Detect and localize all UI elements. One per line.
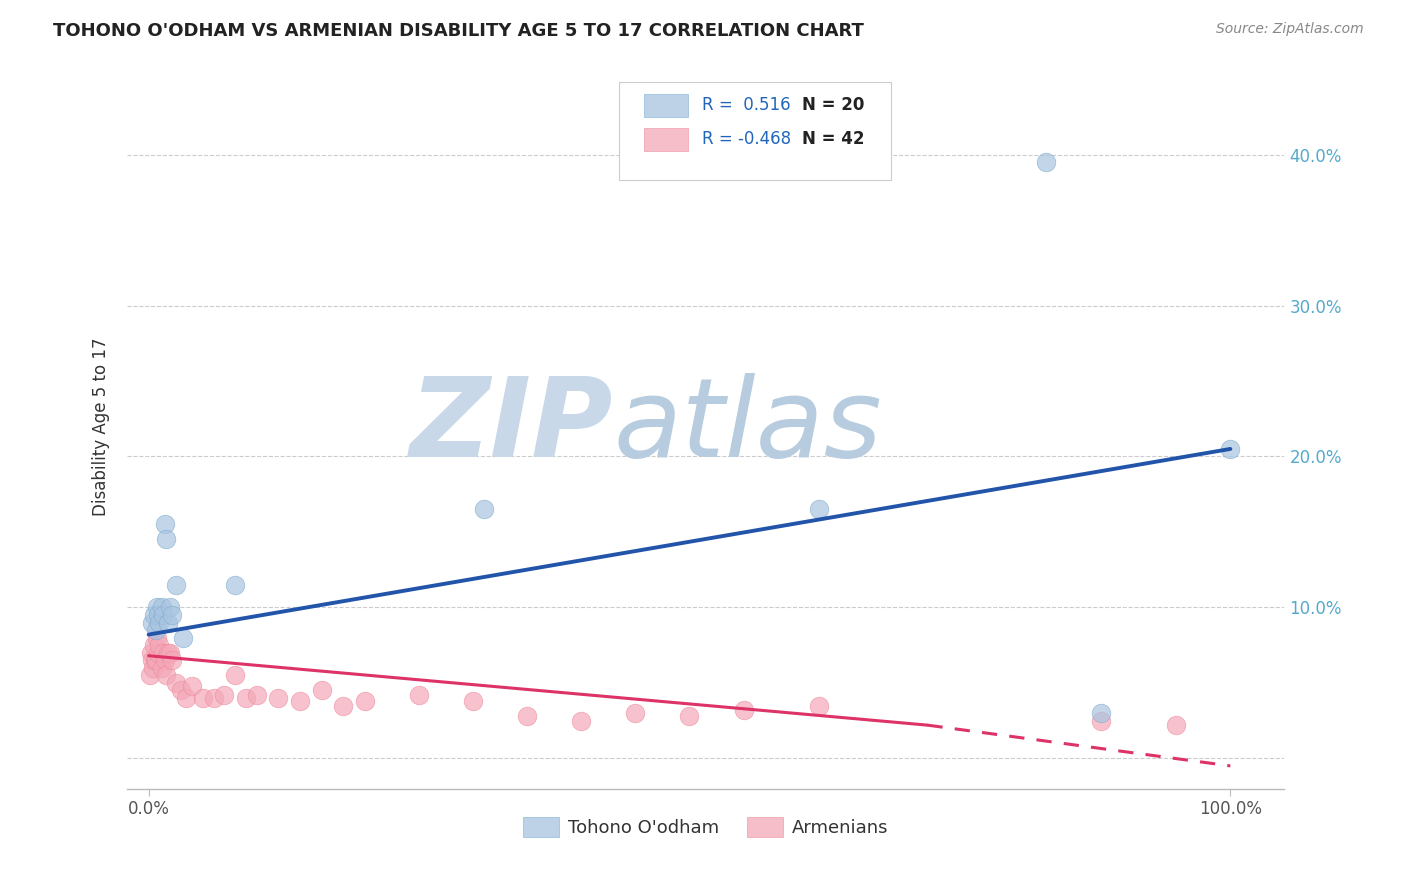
- Y-axis label: Disability Age 5 to 17: Disability Age 5 to 17: [93, 337, 110, 516]
- Point: [191, 690, 214, 705]
- Bar: [644, 128, 689, 151]
- Text: Source: ZipAtlas.com: Source: ZipAtlas.com: [1216, 22, 1364, 37]
- Text: TOHONO O'ODHAM VS ARMENIAN DISABILITY AGE 5 TO 17 CORRELATION CHART: TOHONO O'ODHAM VS ARMENIAN DISABILITY AG…: [53, 22, 865, 40]
- Text: R =  0.516: R = 0.516: [702, 96, 790, 114]
- Text: R = -0.468: R = -0.468: [702, 130, 792, 148]
- Point: [157, 646, 180, 660]
- Point: [1035, 155, 1057, 169]
- Point: [155, 533, 177, 547]
- Point: [152, 646, 174, 660]
- Legend: Tohono O'odham, Armenians: Tohono O'odham, Armenians: [516, 809, 896, 845]
- Point: [141, 653, 163, 667]
- Point: [170, 683, 193, 698]
- Point: [288, 694, 311, 708]
- Point: [143, 653, 166, 667]
- Point: [176, 690, 198, 705]
- Point: [472, 502, 495, 516]
- Point: [1166, 718, 1188, 732]
- Point: [152, 607, 174, 622]
- FancyBboxPatch shape: [619, 82, 891, 180]
- Point: [354, 694, 377, 708]
- Point: [408, 688, 430, 702]
- Text: atlas: atlas: [613, 373, 882, 480]
- Point: [148, 615, 170, 630]
- Point: [569, 714, 592, 728]
- Point: [145, 623, 167, 637]
- Point: [165, 676, 187, 690]
- Point: [150, 600, 173, 615]
- Point: [142, 661, 165, 675]
- Point: [141, 615, 163, 630]
- Point: [463, 694, 485, 708]
- Point: [162, 653, 184, 667]
- Point: [138, 668, 160, 682]
- Text: N = 42: N = 42: [801, 130, 865, 148]
- Text: ZIP: ZIP: [409, 373, 613, 480]
- Point: [146, 631, 169, 645]
- Point: [153, 653, 176, 667]
- Point: [808, 698, 831, 713]
- Point: [165, 578, 187, 592]
- Point: [235, 690, 257, 705]
- Point: [150, 661, 173, 675]
- Point: [143, 607, 166, 622]
- Point: [143, 638, 166, 652]
- Bar: [644, 94, 689, 117]
- Point: [148, 638, 170, 652]
- Point: [139, 646, 162, 660]
- Point: [155, 668, 177, 682]
- Point: [678, 709, 700, 723]
- Point: [516, 709, 538, 723]
- Point: [146, 600, 169, 615]
- Point: [157, 615, 180, 630]
- Point: [267, 690, 290, 705]
- Point: [148, 607, 170, 622]
- Point: [159, 600, 181, 615]
- Point: [1219, 442, 1241, 456]
- Point: [145, 653, 167, 667]
- Point: [808, 502, 831, 516]
- Point: [224, 668, 246, 682]
- Point: [311, 683, 333, 698]
- Point: [180, 679, 202, 693]
- Point: [332, 698, 354, 713]
- Point: [162, 607, 184, 622]
- Point: [624, 706, 647, 720]
- Point: [1090, 714, 1112, 728]
- Point: [148, 646, 170, 660]
- Point: [246, 688, 269, 702]
- Point: [224, 578, 246, 592]
- Point: [214, 688, 236, 702]
- Text: N = 20: N = 20: [801, 96, 865, 114]
- Point: [1090, 706, 1112, 720]
- Point: [159, 646, 181, 660]
- Point: [733, 703, 755, 717]
- Point: [153, 517, 176, 532]
- Point: [202, 690, 225, 705]
- Point: [172, 631, 194, 645]
